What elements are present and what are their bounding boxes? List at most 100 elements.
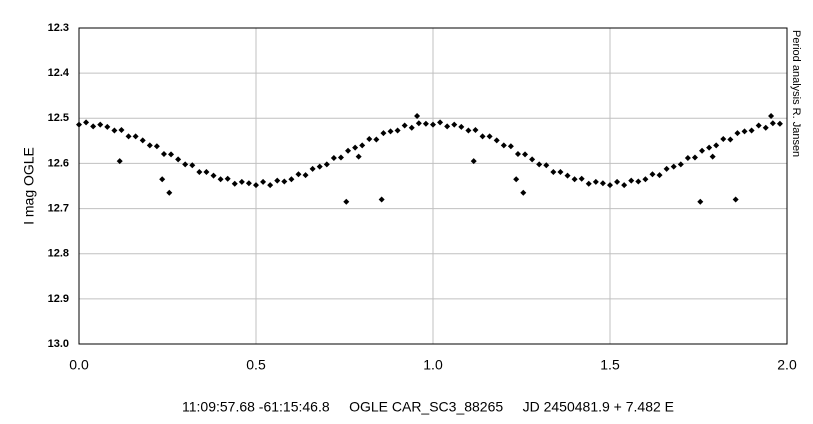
data-point	[607, 182, 613, 189]
data-point	[83, 119, 90, 126]
data-point	[316, 163, 323, 170]
data-point	[288, 176, 295, 183]
data-point	[500, 142, 507, 149]
data-point	[401, 122, 408, 129]
data-point	[585, 180, 592, 187]
data-point	[422, 120, 429, 127]
data-point	[571, 176, 578, 183]
data-point	[709, 153, 716, 160]
data-point	[732, 196, 739, 203]
data-point	[520, 189, 527, 196]
data-point	[359, 142, 366, 149]
y-tick-label: 12.3	[48, 22, 69, 34]
data-point	[245, 180, 252, 187]
data-point	[337, 154, 344, 161]
data-point	[713, 142, 720, 149]
data-point	[203, 169, 210, 176]
data-point	[159, 176, 166, 183]
data-point	[769, 120, 776, 127]
data-point	[734, 130, 741, 137]
data-point	[670, 163, 677, 170]
data-point	[168, 151, 175, 158]
data-point	[366, 136, 373, 143]
data-point	[104, 123, 111, 130]
data-point	[302, 172, 309, 179]
data-point	[238, 178, 245, 185]
data-point	[260, 178, 267, 185]
y-tick-label: 12.4	[48, 67, 70, 79]
data-point	[741, 128, 748, 135]
x-tick-label: 0.5	[246, 357, 266, 373]
data-point	[210, 172, 217, 179]
data-point	[309, 165, 316, 172]
data-point	[470, 158, 477, 165]
data-point	[706, 144, 713, 151]
data-point	[458, 123, 465, 130]
data-point	[217, 176, 224, 183]
data-point	[677, 161, 684, 168]
data-point	[513, 176, 520, 183]
data-point	[111, 127, 118, 134]
data-point	[408, 124, 415, 131]
data-point	[153, 143, 160, 150]
data-point	[642, 176, 649, 183]
data-point	[430, 121, 436, 128]
data-point	[465, 127, 472, 134]
data-point	[529, 156, 536, 163]
data-point	[323, 161, 330, 168]
data-point	[345, 147, 352, 154]
data-point	[599, 180, 606, 187]
data-point	[330, 155, 337, 162]
chart-title: 11:09:57.68 -61:15:46.8 OGLE CAR_SC3_882…	[182, 399, 674, 415]
data-point	[343, 198, 350, 205]
data-point	[762, 124, 769, 131]
data-point	[274, 177, 281, 184]
data-point	[663, 165, 670, 172]
data-point	[414, 113, 421, 120]
data-point	[699, 147, 706, 154]
data-point	[621, 182, 628, 189]
data-point	[76, 121, 82, 128]
data-point	[437, 119, 444, 126]
data-point	[514, 150, 521, 157]
data-point	[768, 113, 775, 120]
data-point	[116, 158, 123, 165]
plot-frame	[78, 27, 788, 345]
data-point	[557, 169, 564, 176]
data-point	[628, 177, 635, 184]
data-point	[691, 154, 698, 161]
data-point	[224, 175, 231, 182]
data-point	[182, 161, 189, 168]
data-point	[394, 127, 401, 134]
data-point	[90, 123, 97, 130]
data-point	[380, 130, 387, 137]
data-point	[281, 178, 288, 185]
data-point	[550, 169, 557, 176]
data-point	[97, 121, 104, 128]
data-point	[160, 150, 167, 157]
data-point	[776, 120, 783, 127]
data-point	[295, 171, 302, 178]
data-point	[175, 156, 182, 163]
data-point	[720, 136, 727, 143]
data-point	[536, 161, 543, 168]
data-point	[451, 121, 458, 128]
y-tick-label: 12.8	[48, 248, 69, 260]
data-point	[748, 127, 755, 134]
x-tick-label: 2.0	[777, 357, 797, 373]
data-point	[132, 133, 139, 140]
data-point	[472, 127, 479, 134]
data-point	[373, 136, 380, 143]
data-point	[727, 136, 734, 143]
data-point	[486, 133, 493, 140]
annotation: Period analysis R. Jansen	[790, 30, 802, 157]
data-point	[493, 137, 500, 144]
data-point	[592, 178, 599, 185]
data-point	[196, 169, 203, 176]
data-point	[166, 189, 173, 196]
data-point	[415, 120, 422, 127]
data-point	[125, 133, 132, 140]
data-point	[507, 143, 514, 150]
y-tick-label: 13.0	[48, 338, 69, 350]
data-point	[479, 133, 486, 140]
